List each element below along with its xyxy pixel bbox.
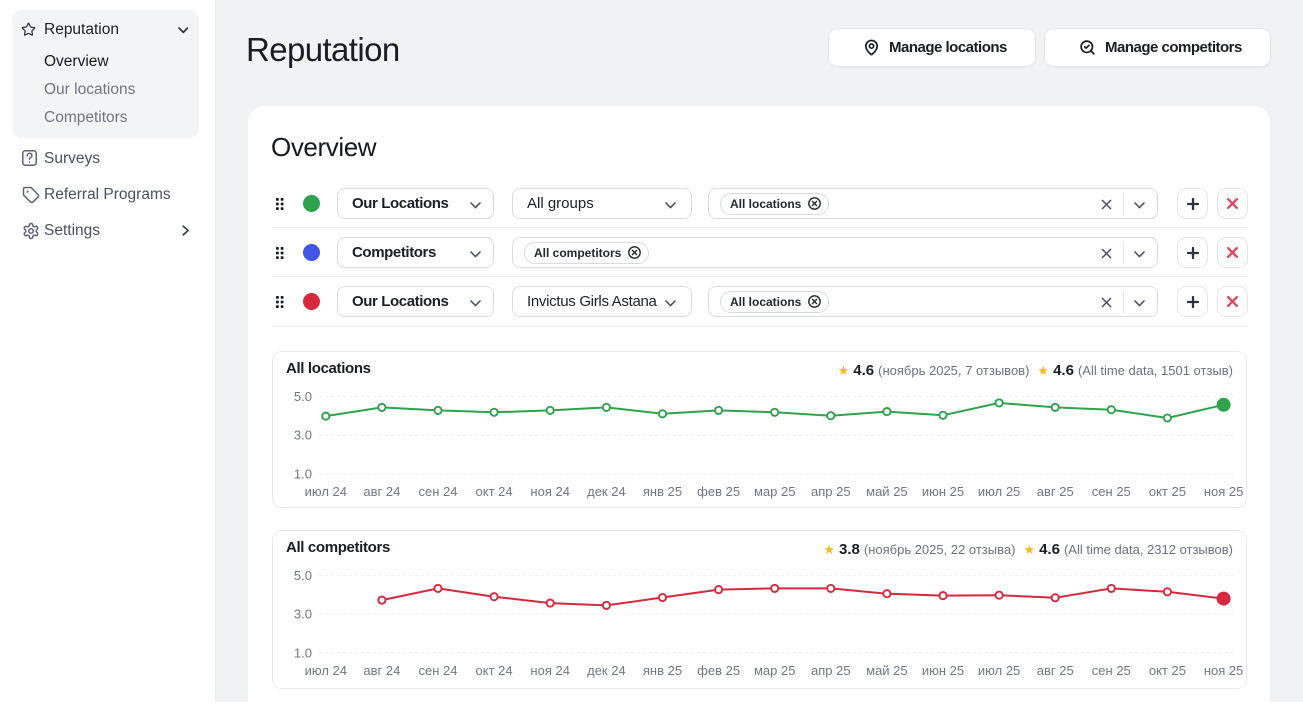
svg-text:сен 24: сен 24 — [419, 484, 458, 499]
svg-text:фев 25: фев 25 — [697, 484, 740, 499]
svg-text:сен 25: сен 25 — [1092, 484, 1131, 499]
svg-text:авг 24: авг 24 — [363, 663, 400, 678]
svg-text:авг 24: авг 24 — [363, 484, 400, 499]
svg-text:июл 24: июл 24 — [305, 484, 347, 499]
svg-text:сен 24: сен 24 — [419, 663, 458, 678]
svg-text:5.0: 5.0 — [294, 568, 312, 583]
svg-text:сен 25: сен 25 — [1092, 663, 1131, 678]
svg-text:мар 25: мар 25 — [754, 663, 795, 678]
svg-text:июл 25: июл 25 — [978, 484, 1020, 499]
svg-text:3.0: 3.0 — [294, 428, 312, 443]
svg-text:дек 24: дек 24 — [587, 663, 626, 678]
svg-text:апр 25: апр 25 — [811, 484, 851, 499]
svg-text:апр 25: апр 25 — [811, 663, 851, 678]
svg-text:окт 25: окт 25 — [1149, 484, 1186, 499]
svg-text:авг 25: авг 25 — [1037, 663, 1074, 678]
svg-text:июн 25: июн 25 — [922, 484, 964, 499]
svg-text:июл 24: июл 24 — [305, 663, 347, 678]
svg-text:3.0: 3.0 — [294, 607, 312, 622]
svg-text:май 25: май 25 — [866, 484, 908, 499]
svg-text:1.0: 1.0 — [294, 466, 312, 481]
svg-text:мар 25: мар 25 — [754, 484, 795, 499]
svg-text:авг 25: авг 25 — [1037, 484, 1074, 499]
svg-text:ноя 25: ноя 25 — [1204, 484, 1244, 499]
svg-text:июл 25: июл 25 — [978, 663, 1020, 678]
svg-text:июн 25: июн 25 — [922, 663, 964, 678]
svg-text:янв 25: янв 25 — [643, 484, 682, 499]
svg-text:дек 24: дек 24 — [587, 484, 626, 499]
svg-text:фев 25: фев 25 — [697, 663, 740, 678]
svg-text:окт 25: окт 25 — [1149, 663, 1186, 678]
svg-text:ноя 24: ноя 24 — [530, 663, 570, 678]
svg-text:янв 25: янв 25 — [643, 663, 682, 678]
svg-text:ноя 25: ноя 25 — [1204, 663, 1244, 678]
svg-text:окт 24: окт 24 — [476, 663, 513, 678]
svg-text:ноя 24: ноя 24 — [530, 484, 570, 499]
svg-text:окт 24: окт 24 — [476, 484, 513, 499]
svg-text:1.0: 1.0 — [294, 645, 312, 660]
svg-text:май 25: май 25 — [866, 663, 908, 678]
svg-text:5.0: 5.0 — [294, 389, 312, 404]
